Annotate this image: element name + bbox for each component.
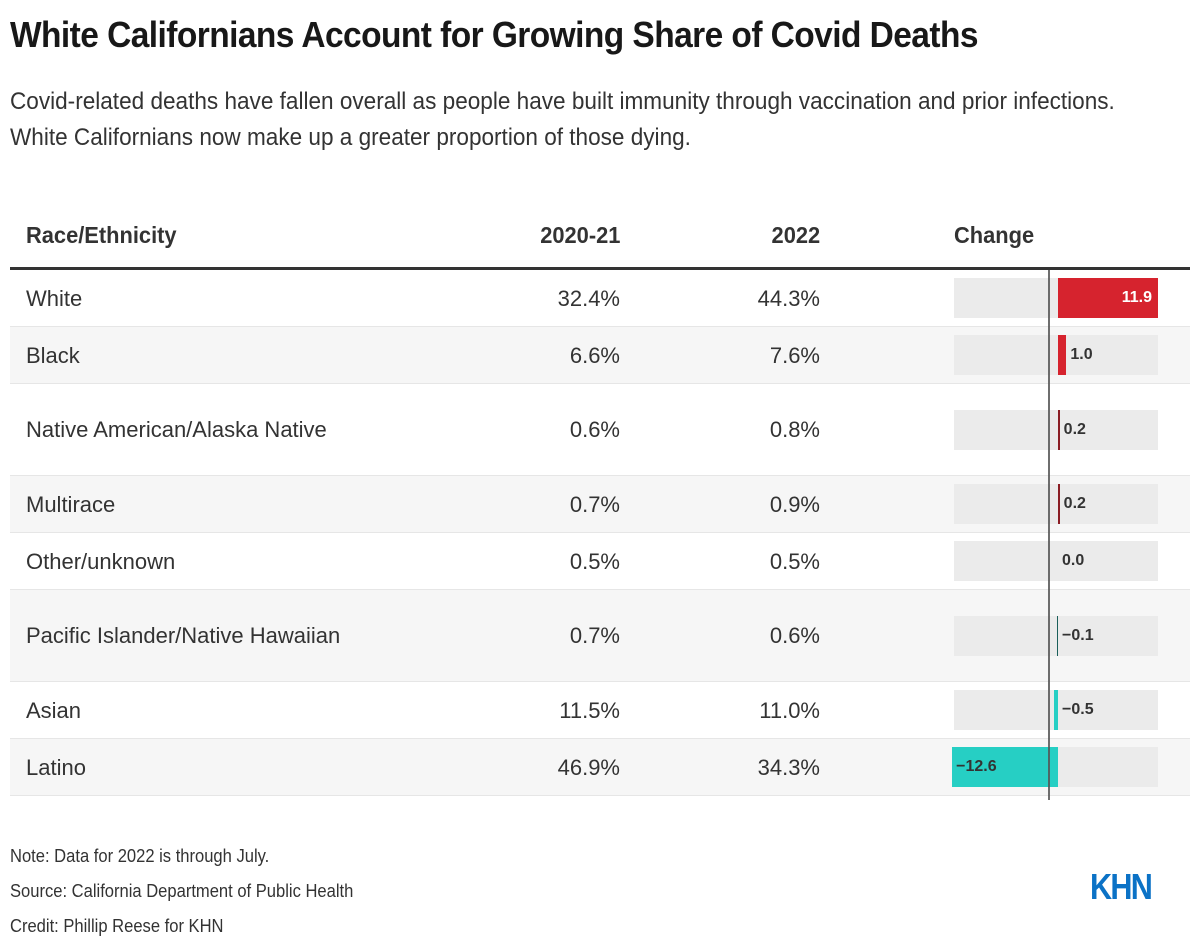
change-bar (1058, 409, 1060, 450)
change-bar-background (954, 541, 1158, 581)
change-bar-cell: 0.0 (954, 533, 1158, 589)
race-label: Asian (26, 697, 82, 723)
value-2022: 0.5% (769, 548, 820, 574)
race-label: Pacific Islander/Native Hawaiian (26, 623, 341, 648)
value-2022: 7.6% (769, 342, 820, 368)
race-label: Black (26, 342, 80, 368)
table-row: Black 6.6% 7.6% 1.0 (10, 327, 1190, 384)
table-row: Latino 46.9% 34.3% −12.6 (10, 739, 1190, 796)
value-2022: 11.0% (759, 697, 820, 723)
footer: Note: Data for 2022 is through July. Sou… (10, 842, 383, 947)
change-bar-cell: −0.5 (954, 682, 1158, 738)
value-2020-21: 0.7% (569, 491, 620, 517)
table-row: Multirace 0.7% 0.9% 0.2 (10, 476, 1190, 533)
zero-axis-line (1048, 270, 1050, 800)
change-value-label: 0.2 (1063, 495, 1086, 512)
khn-logo: KHN (1090, 866, 1153, 907)
table-row: Pacific Islander/Native Hawaiian 0.7% 0.6%… (10, 590, 1190, 682)
chart-title: White Californians Account for Growing S… (10, 14, 978, 55)
value-2020-21: 32.4% (557, 285, 620, 311)
change-value-label: −0.5 (1062, 701, 1094, 718)
change-bar (952, 747, 1058, 787)
value-2020-21: 6.6% (569, 342, 620, 368)
data-table: Race/Ethnicity 2020-21 2022 Change White… (10, 212, 1190, 796)
column-header-2022[interactable]: 2022 (771, 222, 820, 248)
footer-note: Note: Data for 2022 is through July. (10, 846, 270, 866)
chart-subtitle: Covid-related deaths have fallen overall… (10, 88, 1115, 151)
table-row: Native American/Alaska Native 0.6% 0.8% 0.2 (10, 384, 1190, 476)
column-header-change[interactable]: Change (954, 222, 1035, 248)
change-bar (1058, 335, 1067, 375)
race-label: Native American/Alaska Native (26, 417, 327, 442)
change-value-label: 0.2 (1063, 420, 1086, 438)
value-2020-21: 46.9% (557, 754, 620, 780)
change-bar (1058, 278, 1158, 318)
change-bar-background (954, 335, 1158, 375)
table-body: White 32.4% 44.3% 11.9 Black 6.6% 7.6% 1.0 Nativ… (10, 270, 1190, 796)
table-row: White 32.4% 44.3% 11.9 (10, 270, 1190, 327)
change-value-label: −0.1 (1062, 626, 1094, 644)
table-row: Other/unknown 0.5% 0.5% 0.0 (10, 533, 1190, 590)
value-2022: 0.8% (769, 417, 820, 442)
value-2022: 0.9% (769, 491, 820, 517)
change-bar-cell: 11.9 (954, 270, 1158, 326)
table-row: Asian 11.5% 11.0% −0.5 (10, 682, 1190, 739)
race-label: White (26, 285, 83, 311)
change-bar (1058, 484, 1060, 524)
value-2020-21: 0.5% (569, 548, 620, 574)
change-bar-background (954, 409, 1158, 450)
change-bar-cell: 0.2 (954, 476, 1158, 532)
footer-credit: Credit: Phillip Reese for KHN (10, 916, 224, 936)
change-bar-cell: 0.2 (954, 384, 1158, 475)
column-header-race[interactable]: Race/Ethnicity (26, 222, 177, 248)
change-bar-cell: 1.0 (954, 327, 1158, 383)
value-2020-21: 0.6% (569, 417, 620, 442)
change-bar (1053, 690, 1058, 730)
table-header: Race/Ethnicity 2020-21 2022 Change (10, 212, 1190, 270)
change-value-label: 1.0 (1070, 346, 1093, 363)
value-2020-21: 0.7% (569, 623, 620, 648)
value-2022: 44.3% (757, 285, 820, 311)
race-label: Other/unknown (26, 548, 176, 574)
value-2020-21: 11.5% (559, 697, 620, 723)
value-2022: 34.3% (757, 754, 820, 780)
column-header-2020-21[interactable]: 2020-21 (539, 222, 620, 248)
change-bar-background (954, 484, 1158, 524)
value-2022: 0.6% (769, 623, 820, 648)
race-label: Multirace (26, 491, 116, 517)
change-value-label: −12.6 (956, 758, 997, 775)
change-value-label: 0.0 (1062, 552, 1085, 569)
change-bar (1056, 615, 1058, 656)
footer-source: Source: California Department of Public … (10, 881, 354, 901)
change-bar-cell: −0.1 (954, 590, 1158, 681)
race-label: Latino (26, 754, 86, 780)
change-bar-cell: −12.6 (952, 739, 1158, 795)
change-bar-background (954, 615, 1158, 656)
change-value-label: 11.9 (1121, 289, 1152, 306)
